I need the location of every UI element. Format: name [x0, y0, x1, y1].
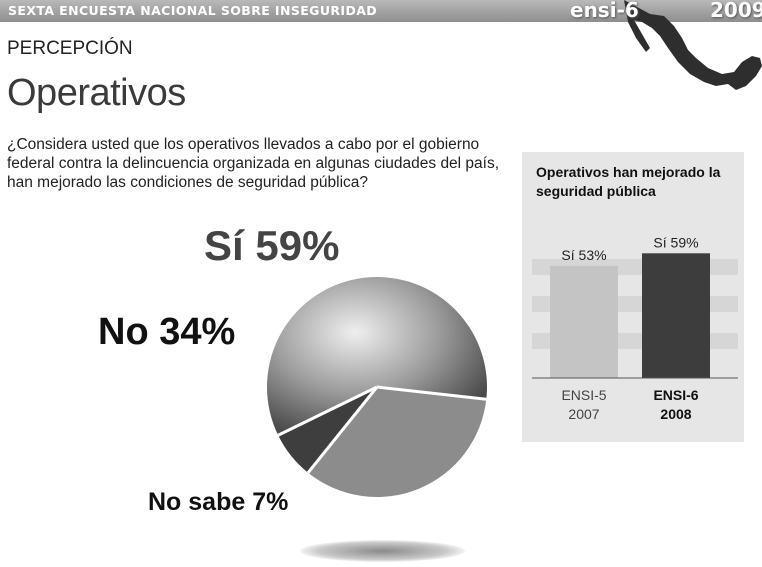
section-label: PERCEPCIÓN — [7, 38, 133, 59]
pie-divider — [306, 386, 379, 474]
bar-panel-title: Operativos han mejorado la seguridad púb… — [536, 164, 721, 199]
pie-slice-si — [266, 276, 487, 436]
mexico-map-icon — [624, 0, 762, 90]
ensi-logo: ensi-6 — [570, 0, 639, 22]
bar-tick-label-2: 2008 — [660, 406, 691, 422]
logo-year: 2009 — [710, 0, 762, 22]
bar-2 — [642, 253, 710, 378]
bar-tick-label-2: ENSI-6 — [653, 387, 698, 403]
bar-1 — [550, 265, 618, 378]
pie-shadow — [300, 540, 465, 562]
pie-divider — [376, 385, 487, 401]
header-banner: SEXTA ENCUESTA NACIONAL SOBRE INSEGURIDA… — [0, 0, 762, 22]
pie-label-si: Sí 59% — [204, 222, 340, 269]
bar-tick-label-1: ENSI-5 — [561, 387, 606, 403]
bar-value-label-1: Sí 53% — [561, 247, 606, 263]
survey-question: ¿Considera usted que los operativos llev… — [7, 136, 500, 191]
pie-slice-no-sabe — [278, 387, 377, 473]
bar-chart: Sí 53% ENSI-5 2007 Sí 59% ENSI-6 2008 — [532, 234, 738, 422]
pie-chart — [266, 276, 487, 498]
banner-title: SEXTA ENCUESTA NACIONAL SOBRE INSEGURIDA… — [8, 3, 378, 18]
pie-slice-no — [308, 387, 487, 498]
bar-value-label-2: Sí 59% — [653, 234, 698, 250]
pie-label-no: No 34% — [98, 311, 236, 353]
page-title: Operativos — [7, 72, 186, 114]
pie-label-no-sabe: No sabe 7% — [148, 488, 289, 516]
bar-tick-label-1: 2007 — [568, 406, 599, 422]
pie-divider — [277, 385, 378, 437]
